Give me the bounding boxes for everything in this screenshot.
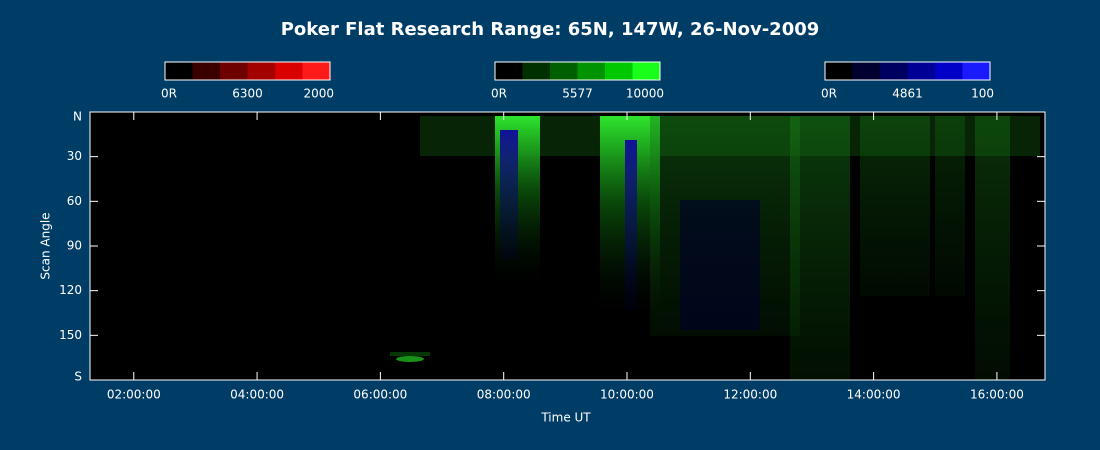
y-tick-label: 120 [59, 283, 82, 297]
y-tick-label: N [73, 110, 82, 124]
x-tick-label: 02:00:00 [107, 388, 161, 402]
colorbar-segment [962, 62, 990, 80]
colorbar-segment [220, 62, 248, 80]
colorbar-frame [494, 61, 661, 81]
colorbar-segment [165, 62, 193, 80]
x-tick-label: 16:00:00 [970, 388, 1024, 402]
colorbar-segment [880, 62, 908, 80]
y-axis-label: Scan Angle [39, 212, 53, 279]
y-tick-label: 90 [67, 239, 82, 253]
colorbar-segment [275, 62, 303, 80]
colorbar-segment [550, 62, 578, 80]
y-tick-label: 60 [67, 194, 82, 208]
colorbar-segment [632, 62, 660, 80]
colorbar-label: 0R [821, 87, 837, 101]
colorbar-label: 0R [491, 87, 507, 101]
colorbar-label: 100 [971, 87, 994, 101]
colorbar-frame [824, 61, 991, 81]
x-tick-label: 12:00:00 [723, 388, 777, 402]
colorbar-label: 0R [161, 87, 177, 101]
y-tick-label: 30 [67, 149, 82, 163]
colorbar-segment [935, 62, 963, 80]
colorbar-segment [495, 62, 523, 80]
colorbar-label: 5577 [562, 87, 593, 101]
colorbar-frame [164, 61, 331, 81]
colorbar-label: 2000 [303, 87, 334, 101]
colorbar-segment [605, 62, 633, 80]
colorbar-label: 6300 [232, 87, 263, 101]
y-tick-label: S [74, 370, 82, 384]
colorbar-label: 4861 [892, 87, 923, 101]
x-axis-label: Time UT [540, 411, 591, 425]
y-tick-label: 150 [59, 328, 82, 342]
colorbar-segment [907, 62, 935, 80]
x-tick-label: 14:00:00 [847, 388, 901, 402]
x-tick-label: 04:00:00 [230, 388, 284, 402]
x-tick-label: 08:00:00 [477, 388, 531, 402]
colorbar-label: 10000 [626, 87, 664, 101]
colorbar-segment [192, 62, 220, 80]
colorbars: 0R 6300 2000 0R 5577 10000 0R 4861 100 [161, 61, 994, 101]
aurora-image [390, 116, 1040, 380]
colorbar-segment [577, 62, 605, 80]
colorbar-segment [852, 62, 880, 80]
colorbar-segment [522, 62, 550, 80]
colorbar-segment [825, 62, 853, 80]
x-tick-label: 10:00:00 [600, 388, 654, 402]
colorbar-segment [247, 62, 275, 80]
chart-title: Poker Flat Research Range: 65N, 147W, 26… [281, 19, 820, 40]
colorbar-segment [302, 62, 330, 80]
x-tick-label: 06:00:00 [353, 388, 407, 402]
